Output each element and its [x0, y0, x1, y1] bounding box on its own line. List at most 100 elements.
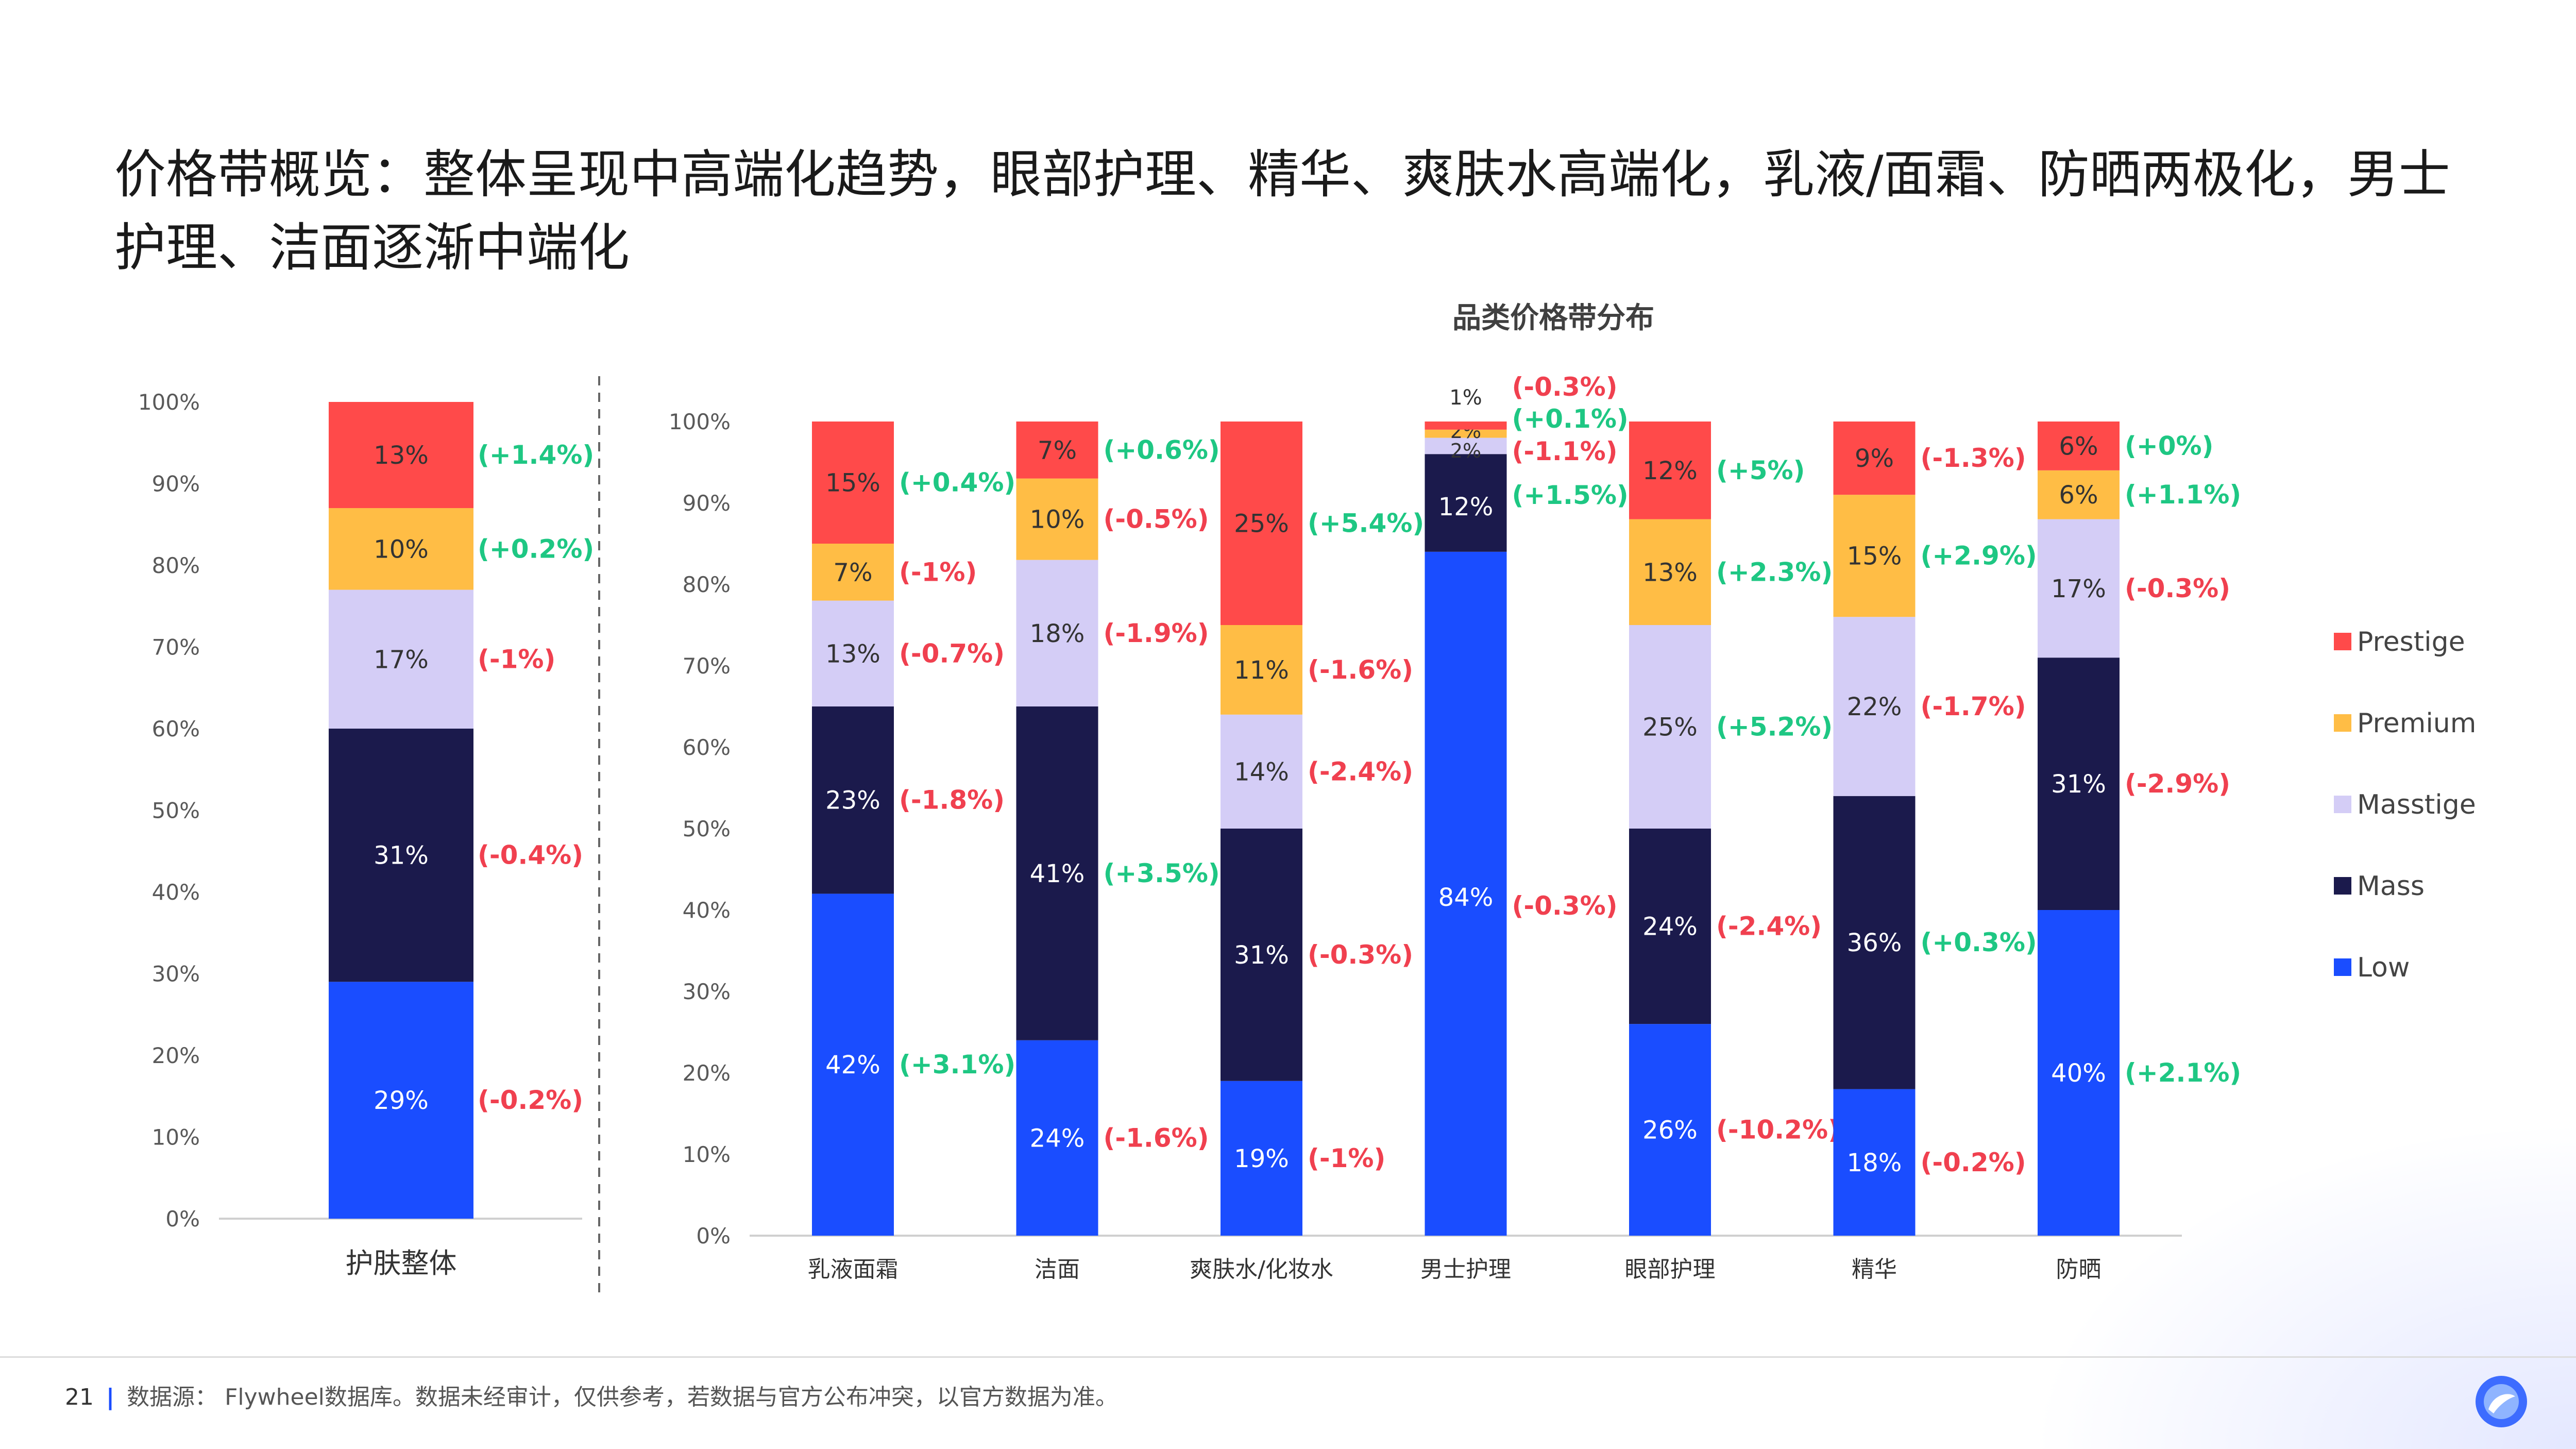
- x-tick-label-眼部护理: 眼部护理: [1625, 1256, 1716, 1283]
- bar-乳液面霜-premium: [812, 544, 894, 601]
- data-label-精华-low: 18%: [1847, 1149, 1902, 1177]
- legend-label-premium: Premium: [2357, 708, 2476, 739]
- change-label-洁面-masstige: (-1.9%): [1104, 618, 1209, 648]
- data-label-护肤整体-mass: 31%: [374, 841, 429, 870]
- bar-防晒-prestige: [2038, 422, 2120, 470]
- data-label-爽肤水-化妆水-prestige: 25%: [1234, 510, 1289, 538]
- bar-护肤整体-premium: [329, 508, 473, 590]
- data-label-乳液面霜-masstige: 13%: [825, 639, 880, 668]
- legend-swatch-premium: [2334, 714, 2351, 732]
- bar-精华-premium: [1833, 495, 1916, 617]
- y-tick-label: 80%: [152, 553, 200, 578]
- change-label-洁面-premium: (-0.5%): [1104, 504, 1209, 534]
- bar-护肤整体-masstige: [329, 589, 473, 729]
- bar-爽肤水-化妆水-masstige: [1221, 714, 1302, 829]
- data-label-洁面-premium: 10%: [1030, 506, 1085, 534]
- change-label-男士护理-prestige: (-0.3%): [1512, 372, 1618, 402]
- data-label-防晒-premium: 6%: [2059, 481, 2098, 510]
- page-number: 21: [65, 1384, 94, 1410]
- legend-swatch-mass: [2334, 877, 2351, 895]
- change-label-眼部护理-premium: (+2.3%): [1716, 557, 1833, 587]
- data-label-洁面-mass: 41%: [1030, 860, 1085, 888]
- bar-防晒-masstige: [2038, 519, 2120, 658]
- bar-护肤整体-low: [329, 982, 473, 1219]
- data-label-护肤整体-premium: 10%: [374, 535, 429, 564]
- change-label-洁面-prestige: (+0.6%): [1104, 435, 1220, 465]
- footer: 21 | 数据源： Flywheel数据库。数据未经审计，仅供参考，若数据与官方公布…: [65, 1377, 1118, 1418]
- change-label-爽肤水-化妆水-low: (-1%): [1308, 1143, 1385, 1173]
- legend-swatch-masstige: [2334, 796, 2351, 813]
- change-label-眼部护理-low: (-10.2%): [1716, 1115, 1840, 1145]
- data-label-洁面-low: 24%: [1030, 1124, 1085, 1153]
- data-label-精华-masstige: 22%: [1847, 693, 1902, 721]
- legend-label-mass: Mass: [2357, 871, 2425, 902]
- change-label-洁面-low: (-1.6%): [1104, 1123, 1209, 1153]
- footer-divider: [0, 1356, 2576, 1358]
- x-tick-label-爽肤水-化妆水: 爽肤水/化妆水: [1190, 1256, 1333, 1283]
- y-tick-label: 20%: [152, 1043, 200, 1068]
- y-tick-label: 20%: [683, 1060, 731, 1086]
- bar-洁面-mass: [1016, 706, 1098, 1040]
- bar-眼部护理-premium: [1629, 519, 1711, 625]
- y-tick-label: 50%: [683, 816, 731, 841]
- data-label-眼部护理-prestige: 12%: [1642, 457, 1698, 485]
- change-label-精华-premium: (+2.9%): [1921, 541, 2037, 571]
- change-label-眼部护理-mass: (-2.4%): [1716, 912, 1822, 941]
- y-tick-label: 80%: [683, 572, 731, 597]
- y-tick-label: 90%: [152, 471, 200, 497]
- bar-眼部护理-low: [1629, 1024, 1711, 1236]
- bar-护肤整体-prestige: [329, 402, 473, 509]
- y-tick-label: 50%: [152, 798, 200, 823]
- footer-separator: |: [106, 1384, 115, 1410]
- bar-爽肤水-化妆水-low: [1221, 1081, 1302, 1236]
- bar-洁面-premium: [1016, 478, 1098, 560]
- change-label-乳液面霜-premium: (-1%): [899, 557, 977, 587]
- bar-精华-low: [1833, 1089, 1916, 1236]
- change-label-防晒-masstige: (-0.3%): [2125, 574, 2230, 603]
- bar-爽肤水-化妆水-prestige: [1221, 422, 1302, 625]
- data-label-眼部护理-mass: 24%: [1642, 913, 1698, 941]
- bar-男士护理-mass: [1425, 454, 1507, 552]
- brand-logo-icon: [2476, 1376, 2527, 1427]
- data-label-男士护理-mass: 12%: [1438, 493, 1494, 521]
- data-source-note: 数据源： Flywheel数据库。数据未经审计，仅供参考，若数据与官方公布冲突，…: [127, 1384, 1118, 1410]
- change-label-防晒-premium: (+1.1%): [2125, 480, 2241, 510]
- x-tick-label-乳液面霜: 乳液面霜: [808, 1256, 899, 1283]
- change-label-爽肤水-化妆水-premium: (-1.6%): [1308, 655, 1413, 685]
- data-label-洁面-masstige: 18%: [1030, 619, 1085, 648]
- bar-防晒-mass: [2038, 658, 2120, 910]
- data-label-眼部护理-masstige: 25%: [1642, 713, 1698, 742]
- bar-眼部护理-prestige: [1629, 422, 1711, 519]
- y-tick-label: 30%: [152, 962, 200, 987]
- data-label-精华-mass: 36%: [1847, 929, 1902, 957]
- change-label-护肤整体-premium: (+0.2%): [478, 534, 594, 564]
- bar-男士护理-masstige: [1425, 437, 1507, 454]
- bar-洁面-prestige: [1016, 422, 1098, 479]
- y-tick-label: 10%: [152, 1125, 200, 1150]
- change-label-乳液面霜-masstige: (-0.7%): [899, 638, 1005, 668]
- legend-label-low: Low: [2357, 952, 2410, 983]
- legend-label-masstige: Masstige: [2357, 789, 2476, 820]
- change-label-精华-masstige: (-1.7%): [1921, 692, 2026, 721]
- data-label-男士护理-masstige: 2%: [1450, 440, 1481, 462]
- y-tick-label: 70%: [152, 635, 200, 660]
- y-tick-label: 0%: [696, 1223, 731, 1249]
- y-tick-label: 30%: [683, 979, 731, 1004]
- chart-title: 品类价格带分布: [1452, 301, 1654, 335]
- data-label-乳液面霜-premium: 7%: [833, 558, 872, 587]
- change-label-爽肤水-化妆水-prestige: (+5.4%): [1308, 509, 1424, 538]
- change-label-护肤整体-low: (-0.2%): [478, 1085, 583, 1115]
- data-label-爽肤水-化妆水-masstige: 14%: [1234, 757, 1289, 786]
- change-label-精华-low: (-0.2%): [1921, 1148, 2026, 1177]
- bar-乳液面霜-low: [812, 894, 894, 1236]
- change-label-男士护理-premium: (+0.1%): [1512, 404, 1629, 434]
- change-label-男士护理-mass: (+1.5%): [1512, 480, 1629, 510]
- bar-护肤整体-mass: [329, 729, 473, 982]
- legend-swatch-prestige: [2334, 633, 2351, 650]
- data-label-乳液面霜-low: 42%: [825, 1051, 880, 1080]
- data-label-洁面-prestige: 7%: [1038, 436, 1077, 465]
- data-label-男士护理-low: 84%: [1438, 883, 1494, 912]
- data-label-护肤整体-prestige: 13%: [374, 441, 429, 470]
- bar-爽肤水-化妆水-mass: [1221, 829, 1302, 1081]
